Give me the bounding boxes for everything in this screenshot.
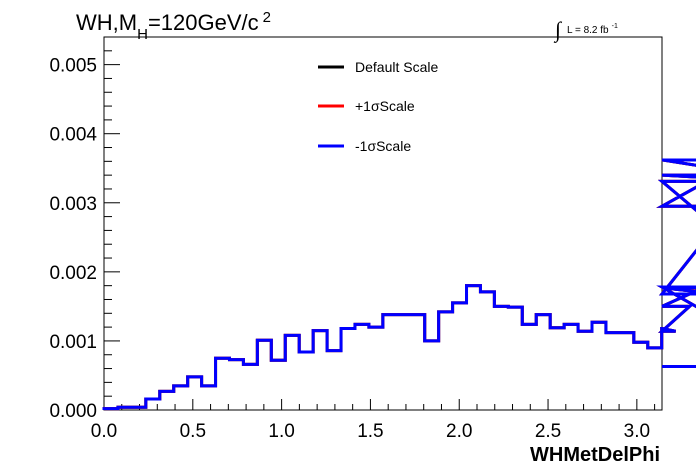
legend-label: Default Scale	[355, 59, 438, 75]
legend: Default Scale +1σScale -1σScale	[318, 59, 438, 154]
y-tick-label: 0.004	[49, 125, 97, 146]
x-axis-title: WHMetDelPhi	[530, 444, 660, 466]
series-line-1	[102, 158, 696, 411]
title-rest: =120GeV/c	[148, 10, 259, 35]
title-superscript: 2	[263, 9, 271, 26]
x-tick-label: 2.5	[535, 421, 561, 442]
lumi-annotation: L = 8.2 fb -1	[567, 23, 618, 36]
x-tick-label: 2.0	[446, 421, 472, 442]
x-tick-label: 0.0	[91, 421, 117, 442]
y-tick-label: 0.000	[49, 401, 97, 422]
series-line-3	[102, 158, 696, 411]
legend-label: +1σScale	[355, 98, 415, 114]
x-tick-label: 1.0	[268, 421, 294, 442]
legend-label: -1σScale	[355, 138, 411, 154]
lumi-integral: ∫	[553, 17, 563, 43]
y-tick-label: 0.002	[49, 263, 97, 284]
y-tick-label: 0.005	[49, 56, 97, 77]
lumi-superscript: -1	[612, 23, 618, 30]
chart-title: WH,MH=120GeV/c 2	[76, 9, 271, 43]
y-tick-label: 0.001	[49, 332, 97, 353]
y-tick-label: 0.003	[49, 194, 97, 215]
x-tick-label: 1.5	[357, 421, 383, 442]
lumi-label: L = 8.2 fb	[567, 25, 609, 36]
axis-ticks: 0.0 0.5 1.0 1.5 2.0 2.5 3.0 0.000 0.001 0.002 0.00…	[49, 50, 656, 442]
x-tick-label: 0.5	[180, 421, 206, 442]
title-main: WH,M	[76, 10, 137, 35]
histogram-series	[102, 158, 696, 411]
plot-frame	[103, 36, 663, 411]
x-tick-label: 3.0	[624, 421, 650, 442]
series-line-2	[102, 158, 696, 411]
title-subscript: H	[137, 26, 148, 43]
